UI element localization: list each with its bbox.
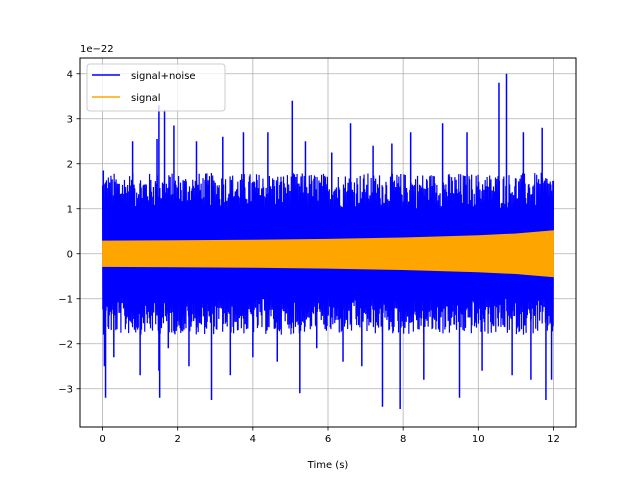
x-tick-label: 12 xyxy=(547,434,560,445)
series-line-signal-noise xyxy=(101,172,555,335)
y-tick-label: 3 xyxy=(67,114,73,125)
x-tick-label: 4 xyxy=(250,434,256,445)
y-tick-label: −1 xyxy=(58,294,73,305)
data-layer xyxy=(101,73,555,409)
y-scale-label: 1e−22 xyxy=(80,44,114,55)
x-tick-label: 8 xyxy=(400,434,406,445)
y-tick-label: 0 xyxy=(67,249,73,260)
y-tick-label: 1 xyxy=(67,204,73,215)
legend-label-signal-noise: signal+noise xyxy=(131,71,196,82)
x-tick-label: 2 xyxy=(175,434,181,445)
y-tick-label: 2 xyxy=(67,159,73,170)
y-tick-label: −3 xyxy=(58,384,73,395)
y-tick-label: 4 xyxy=(67,69,73,80)
x-axis: 0 2 4 6 8 10 12 xyxy=(99,427,560,445)
x-axis-label: Time (s) xyxy=(307,460,349,471)
legend-label-signal: signal xyxy=(131,93,161,104)
legend-box xyxy=(86,63,226,112)
x-tick-label: 0 xyxy=(99,434,105,445)
y-axis: −3 −2 −1 0 1 2 3 4 xyxy=(58,69,80,395)
x-tick-label: 6 xyxy=(325,434,331,445)
y-tick-label: −2 xyxy=(58,339,73,350)
x-tick-label: 10 xyxy=(472,434,485,445)
legend: signal+noise signal xyxy=(86,63,226,112)
series-area-signal xyxy=(102,230,554,278)
